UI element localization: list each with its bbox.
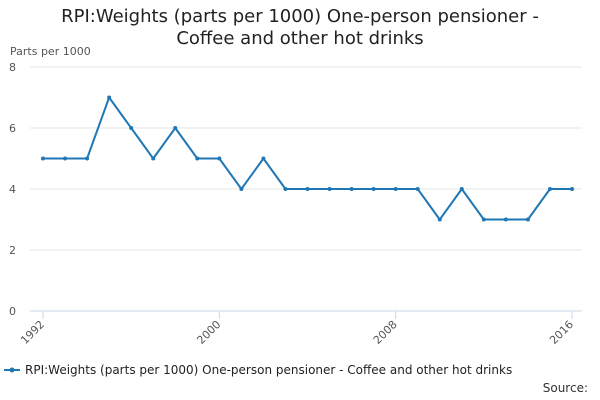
y-axis-label: Parts per 1000 [10, 45, 91, 58]
data-point-2012[interactable] [481, 217, 486, 222]
data-point-2009[interactable] [415, 187, 420, 191]
chart-title-line-2: Coffee and other hot drinks [176, 28, 424, 49]
data-point-2003[interactable] [283, 187, 288, 191]
data-point-2014[interactable] [525, 217, 530, 222]
x-axis: 1992 2000 2008 2016 [18, 311, 576, 347]
data-point-1997[interactable] [151, 156, 156, 161]
y-tick-label-4: 4 [9, 183, 16, 196]
data-point-1999[interactable] [195, 156, 200, 161]
data-point-2015[interactable] [547, 187, 552, 191]
chart-title-line-1: RPI:Weights (parts per 1000) One-person … [61, 6, 539, 27]
data-point-1998[interactable] [173, 126, 178, 130]
data-point-1996[interactable] [129, 126, 134, 130]
chart-title: RPI:Weights (parts per 1000) One-person … [0, 6, 600, 50]
data-point-1995[interactable] [107, 95, 112, 100]
source-label: Source: [543, 381, 588, 395]
x-tick-label-1992: 1992 [18, 318, 47, 347]
series-group [41, 95, 574, 222]
data-point-2008[interactable] [393, 187, 398, 191]
data-point-2013[interactable] [503, 217, 508, 222]
y-tick-label-8: 8 [9, 61, 16, 74]
data-point-2005[interactable] [327, 187, 332, 191]
data-point-1994[interactable] [85, 156, 90, 161]
data-point-2007[interactable] [371, 187, 376, 191]
data-point-2000[interactable] [217, 156, 222, 161]
x-tick-label-2000: 2000 [194, 318, 223, 347]
data-point-2001[interactable] [239, 187, 244, 191]
data-point-2006[interactable] [349, 187, 354, 191]
legend-label[interactable]: RPI:Weights (parts per 1000) One-person … [25, 363, 512, 377]
data-point-2004[interactable] [305, 187, 310, 191]
x-tick-label-2016: 2016 [547, 318, 576, 347]
y-axis-ticks: 0 2 4 6 8 [9, 61, 16, 318]
series-line-0 [43, 96, 572, 221]
data-point-2016[interactable] [570, 187, 574, 191]
legend[interactable]: RPI:Weights (parts per 1000) One-person … [4, 363, 512, 377]
x-tick-label-2008: 2008 [371, 318, 400, 347]
data-point-2010[interactable] [437, 217, 442, 222]
data-point-1992[interactable] [41, 156, 45, 161]
y-tick-label-0: 0 [9, 305, 16, 318]
legend-point-marker [9, 367, 15, 373]
y-tick-label-2: 2 [9, 244, 16, 257]
data-point-2002[interactable] [261, 156, 266, 161]
y-tick-label-6: 6 [9, 122, 16, 135]
data-point-1993[interactable] [63, 156, 68, 161]
data-point-2011[interactable] [459, 187, 464, 191]
